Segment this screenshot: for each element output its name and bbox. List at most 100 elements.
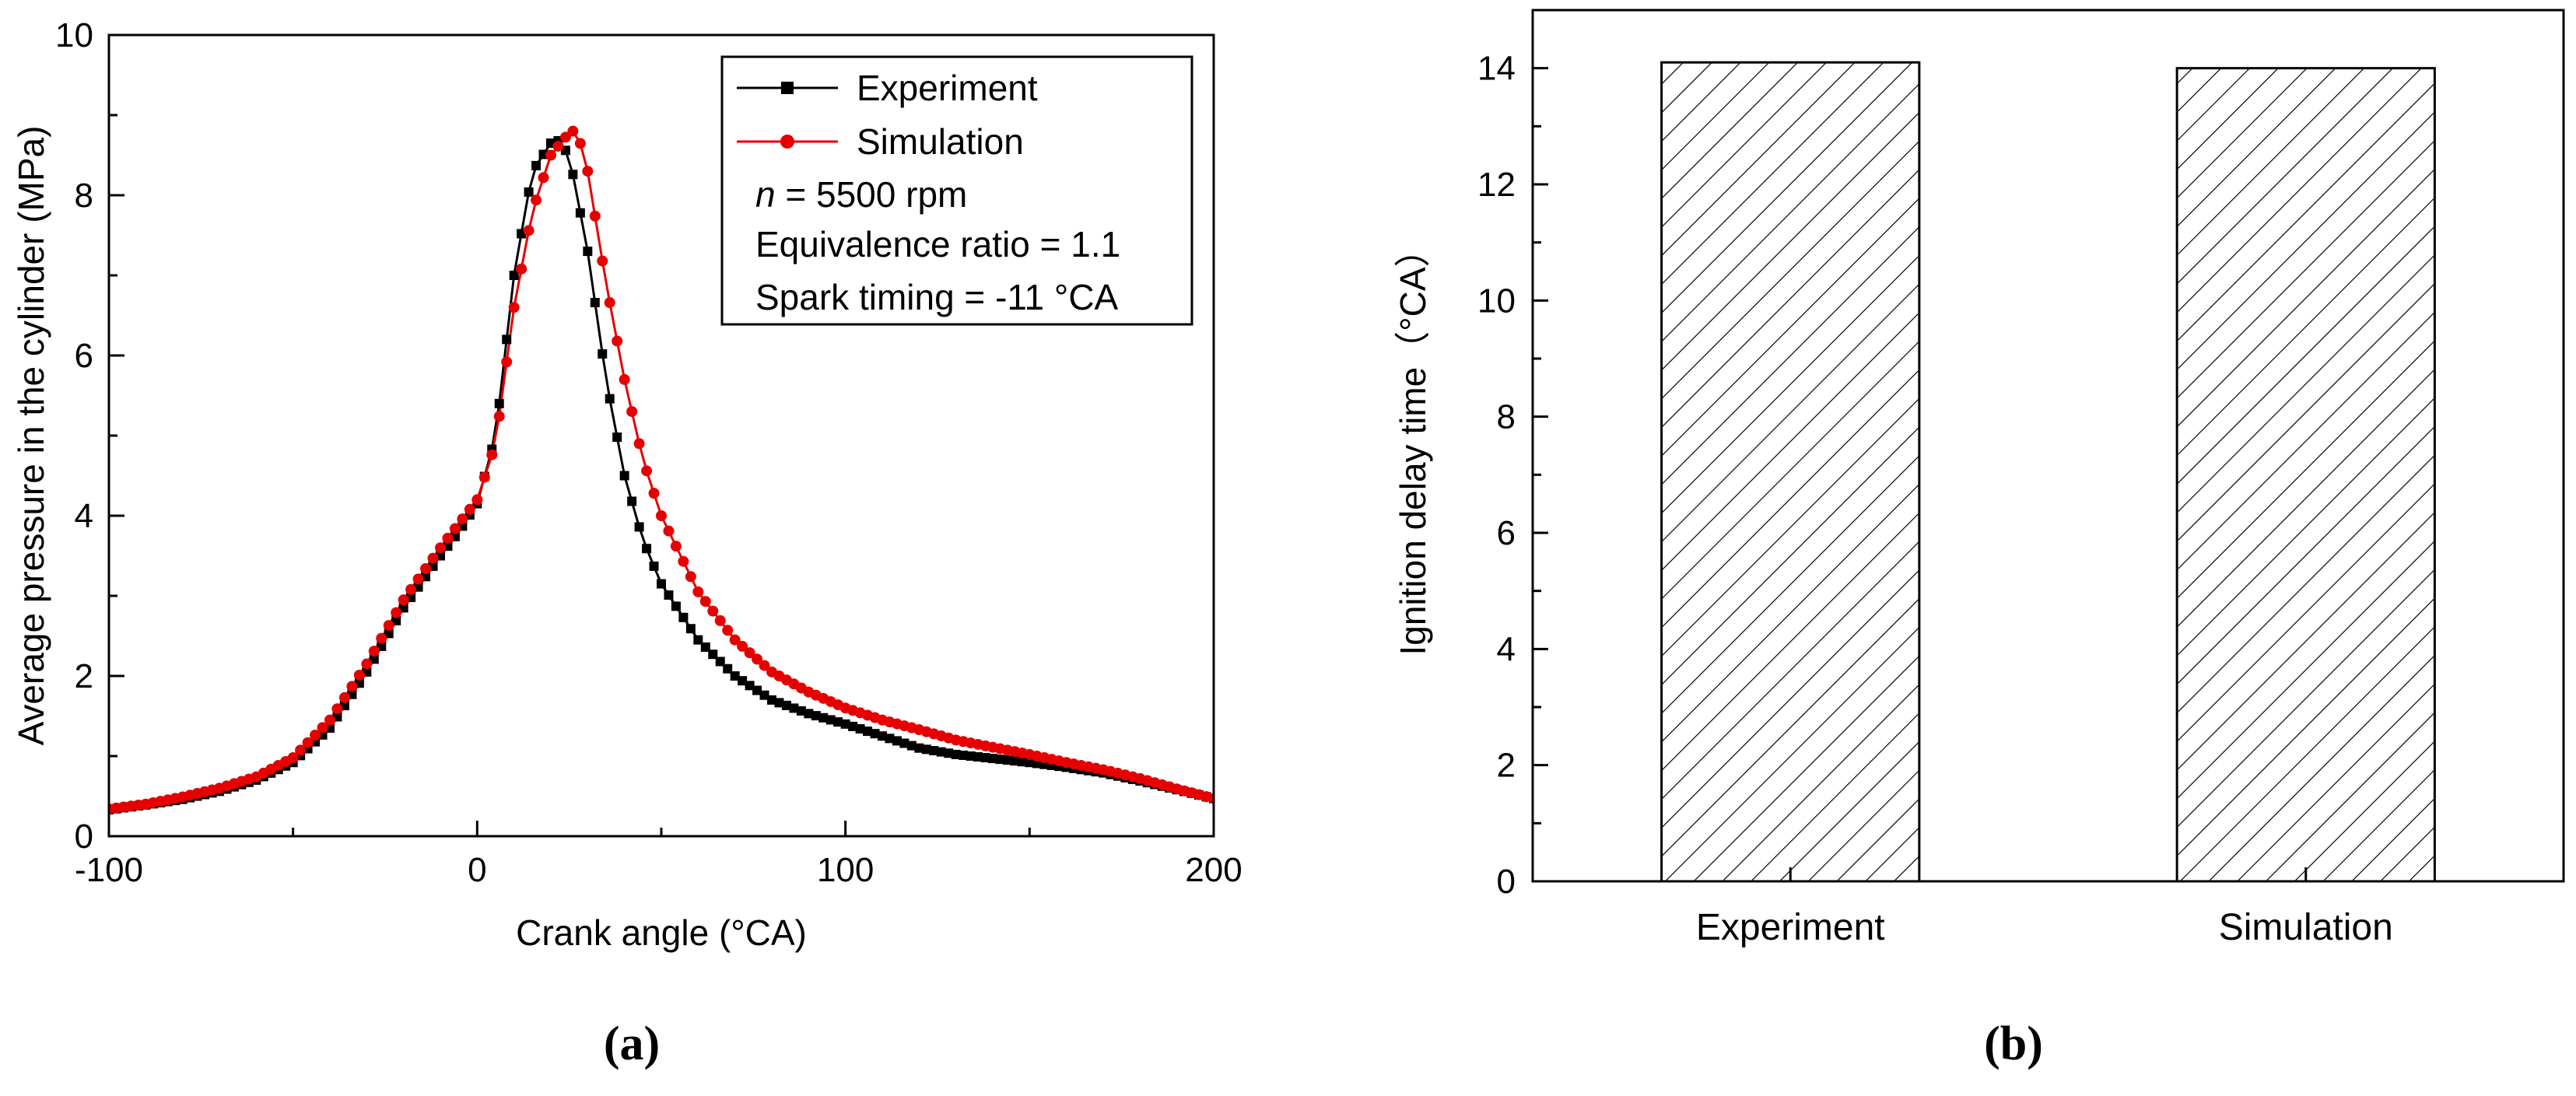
data-point-simulation xyxy=(310,730,321,741)
data-point-experiment xyxy=(745,681,755,691)
x-tick-label: 100 xyxy=(817,851,874,889)
data-point-simulation xyxy=(405,583,417,595)
data-point-simulation xyxy=(633,438,645,450)
data-point-simulation xyxy=(391,607,402,618)
panel-b-label: (b) xyxy=(1984,1017,2043,1070)
data-point-simulation xyxy=(331,703,343,715)
data-point-simulation xyxy=(722,625,734,636)
legend-marker-simulation xyxy=(780,135,794,149)
legend-label-experiment: Experiment xyxy=(857,68,1038,108)
data-point-simulation xyxy=(464,503,475,515)
data-point-experiment xyxy=(598,348,608,359)
data-point-experiment xyxy=(840,719,850,729)
data-point-experiment xyxy=(715,657,725,667)
data-point-experiment xyxy=(1002,755,1012,765)
data-point-experiment xyxy=(959,750,969,760)
data-point-experiment xyxy=(671,601,681,611)
data-point-experiment xyxy=(885,734,895,744)
data-point-simulation xyxy=(427,552,439,564)
panel-b-plot-frame xyxy=(1531,9,2565,883)
data-point-experiment xyxy=(723,664,733,674)
data-point-experiment xyxy=(944,748,954,758)
data-point-experiment xyxy=(384,629,394,639)
data-point-experiment xyxy=(649,561,659,571)
data-point-simulation xyxy=(597,255,608,267)
data-point-simulation xyxy=(619,373,630,385)
data-point-simulation xyxy=(412,573,424,585)
data-point-simulation xyxy=(538,172,549,184)
data-point-experiment xyxy=(848,721,858,731)
y-tick-label: 2 xyxy=(75,657,93,695)
x-tick-label: 0 xyxy=(468,851,486,889)
annotation-equivalence-ratio: Equivalence ratio = 1.1 xyxy=(755,224,1120,264)
y-tick-label: 0 xyxy=(75,818,93,856)
data-point-experiment xyxy=(619,471,629,481)
data-point-experiment xyxy=(627,496,637,506)
category-label-simulation: Simulation xyxy=(2219,907,2393,948)
data-point-simulation xyxy=(714,615,726,626)
data-point-experiment xyxy=(752,685,762,695)
y-tick-label: 12 xyxy=(1477,166,1516,204)
y-tick-label: 14 xyxy=(1477,50,1516,88)
data-point-simulation xyxy=(295,744,307,756)
data-point-experiment xyxy=(906,741,916,751)
data-point-simulation xyxy=(567,125,579,137)
data-point-simulation xyxy=(648,488,660,499)
data-point-experiment xyxy=(657,579,666,589)
data-point-simulation xyxy=(486,449,498,460)
data-point-experiment xyxy=(796,706,806,716)
data-point-simulation xyxy=(663,525,675,537)
data-point-experiment xyxy=(818,713,829,723)
data-point-simulation xyxy=(656,510,667,521)
data-point-simulation xyxy=(478,471,490,483)
data-point-simulation xyxy=(435,542,446,554)
data-point-simulation xyxy=(376,632,387,644)
data-point-simulation xyxy=(604,297,615,309)
data-point-simulation xyxy=(685,571,696,583)
data-point-simulation xyxy=(324,714,335,726)
data-point-simulation xyxy=(493,411,505,422)
data-point-experiment xyxy=(1032,758,1042,769)
panel-a-series-markers xyxy=(109,125,1214,815)
y-tick-label: 2 xyxy=(1497,747,1516,785)
data-point-experiment xyxy=(804,709,814,719)
data-point-simulation xyxy=(338,692,350,703)
panel-b-bars xyxy=(1660,61,2436,883)
legend-box xyxy=(720,55,1193,326)
data-point-simulation xyxy=(744,647,755,659)
data-point-simulation xyxy=(552,140,564,152)
data-point-simulation xyxy=(516,263,527,275)
bar-experiment xyxy=(1660,61,1921,883)
data-point-simulation xyxy=(1208,793,1214,804)
data-point-experiment xyxy=(685,624,696,634)
data-point-simulation xyxy=(361,658,373,670)
y-tick-label: 4 xyxy=(1497,630,1516,668)
data-point-experiment xyxy=(502,334,512,345)
y-tick-label: 10 xyxy=(55,16,93,54)
data-point-experiment xyxy=(1010,756,1020,766)
annotation-speed: n = 5500 rpm xyxy=(755,174,967,215)
data-point-experiment xyxy=(377,641,387,651)
panel-b-y-tick-labels: 0 2 4 6 8 10 12 14 xyxy=(1477,50,1516,901)
panel-a-legend: Experiment Simulation n = 5500 rpm Equiv… xyxy=(720,55,1193,326)
data-point-experiment xyxy=(759,690,769,700)
y-tick-label: 6 xyxy=(75,337,93,375)
data-point-experiment xyxy=(1025,758,1035,768)
data-point-simulation xyxy=(626,406,638,418)
data-point-experiment xyxy=(899,738,909,748)
data-point-experiment xyxy=(774,698,784,708)
data-point-simulation xyxy=(729,634,741,646)
data-point-simulation xyxy=(692,586,704,597)
data-point-experiment xyxy=(789,703,799,713)
data-point-experiment xyxy=(914,743,924,753)
data-point-simulation xyxy=(752,653,763,665)
data-point-experiment xyxy=(730,671,740,681)
data-point-experiment xyxy=(995,755,1005,765)
data-point-experiment xyxy=(892,736,902,746)
data-point-simulation xyxy=(420,562,432,574)
data-point-simulation xyxy=(612,335,623,347)
data-point-simulation xyxy=(699,596,711,608)
data-point-experiment xyxy=(678,612,689,622)
x-tick-label: -100 xyxy=(75,851,143,889)
